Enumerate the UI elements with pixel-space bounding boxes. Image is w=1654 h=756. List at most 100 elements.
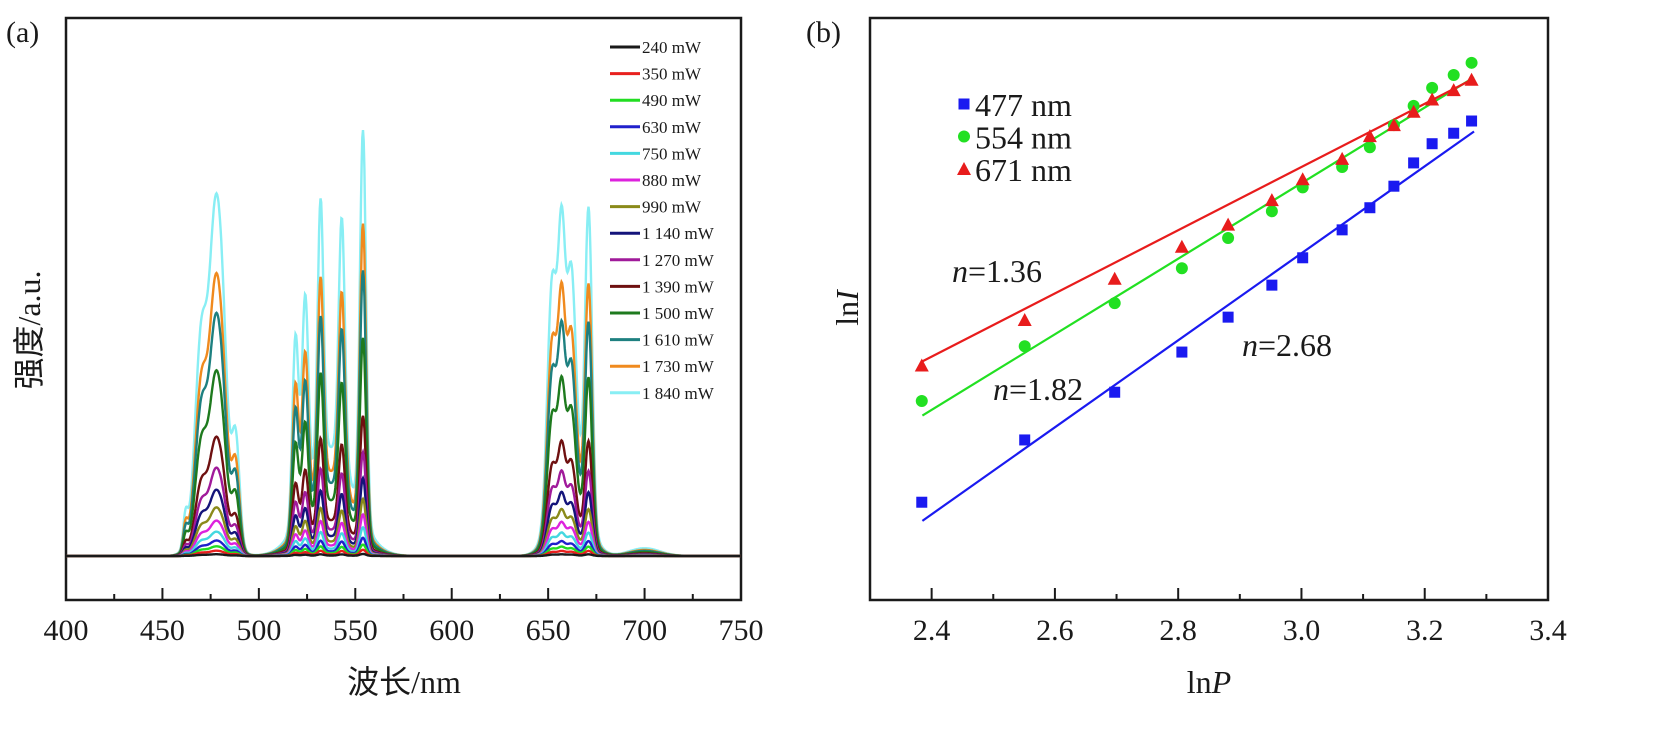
panel-a-x-tick-label: 450 bbox=[140, 614, 185, 647]
legend-item: 1 840 mW bbox=[610, 384, 715, 403]
data-point-477nm bbox=[916, 496, 928, 508]
legend-label: 1 730 mW bbox=[642, 357, 715, 376]
panel-a-label: (a) bbox=[6, 16, 39, 49]
panel-a-x-tick-label: 550 bbox=[333, 614, 378, 647]
data-point-477nm bbox=[1297, 252, 1309, 264]
panel-a-x-axis-title: 波长/nm bbox=[347, 664, 461, 700]
legend-item: 554 nm bbox=[958, 120, 1072, 156]
legend-label: 1 500 mW bbox=[642, 304, 715, 323]
data-point-554nm bbox=[915, 394, 928, 407]
data-point-477nm bbox=[1176, 346, 1188, 358]
data-point-671nm bbox=[1406, 104, 1421, 118]
legend-label: 630 mW bbox=[642, 118, 702, 137]
data-point-554nm bbox=[1465, 56, 1478, 69]
legend-label: 477 nm bbox=[975, 87, 1072, 123]
panel-b-y-axis-title: lnI bbox=[829, 289, 865, 326]
legend-item: 1 610 mW bbox=[610, 331, 715, 350]
data-point-477nm bbox=[1222, 311, 1234, 323]
panel-b-x-axis-title: lnP bbox=[1187, 664, 1231, 700]
data-point-554nm bbox=[1426, 81, 1439, 94]
panel-b-fit-lines bbox=[921, 76, 1475, 522]
legend-item: 490 mW bbox=[610, 91, 702, 110]
data-point-671nm bbox=[1335, 151, 1350, 165]
panel-b-x-tick-label: 3.0 bbox=[1283, 614, 1321, 647]
panel-b-points bbox=[914, 56, 1479, 508]
data-point-671nm bbox=[1017, 313, 1032, 327]
legend-marker bbox=[958, 98, 970, 110]
panel-a-x-tick-label: 600 bbox=[429, 614, 474, 647]
data-point-477nm bbox=[1364, 202, 1376, 214]
legend-label: 1 390 mW bbox=[642, 277, 715, 296]
data-point-477nm bbox=[1388, 180, 1400, 192]
spectrum-line-1730mW bbox=[66, 223, 741, 558]
legend-label: 1 270 mW bbox=[642, 251, 715, 270]
legend-item: 880 mW bbox=[610, 171, 702, 190]
data-point-477nm bbox=[1109, 386, 1121, 398]
panel-a-x-tick-label: 650 bbox=[526, 614, 571, 647]
fit-line-554nm bbox=[921, 76, 1475, 417]
data-point-554nm bbox=[1108, 297, 1121, 310]
legend-item: 477 nm bbox=[958, 87, 1072, 123]
data-point-671nm bbox=[1425, 92, 1440, 106]
spectrum-line-1270mW bbox=[66, 448, 741, 558]
legend-item: 630 mW bbox=[610, 118, 702, 137]
panel-b-label: (b) bbox=[806, 16, 841, 49]
data-point-671nm bbox=[914, 358, 929, 372]
legend-item: 990 mW bbox=[610, 198, 702, 217]
data-point-671nm bbox=[1174, 239, 1189, 253]
panel-a-x-tick-label: 400 bbox=[44, 614, 89, 647]
legend-label: 880 mW bbox=[642, 171, 702, 190]
data-point-477nm bbox=[1466, 115, 1478, 127]
legend-item: 750 mW bbox=[610, 144, 702, 163]
data-point-671nm bbox=[1295, 172, 1310, 186]
spectrum-line-1500mW bbox=[66, 337, 741, 558]
legend-marker bbox=[958, 130, 970, 143]
spectrum-line-990mW bbox=[66, 496, 741, 558]
legend-label: 750 mW bbox=[642, 144, 702, 163]
panel-b-x-tick-label: 2.6 bbox=[1036, 614, 1074, 647]
legend-label: 490 mW bbox=[642, 91, 702, 110]
panel-a-x-axis: 400 450 500 550 600 650 700 750 bbox=[44, 588, 764, 647]
legend-item: 240 mW bbox=[610, 38, 702, 57]
panel-b-x-tick-label: 3.2 bbox=[1406, 614, 1444, 647]
legend-label: 554 nm bbox=[975, 120, 1072, 156]
spectrum-line-1140mW bbox=[66, 475, 741, 558]
legend-label: 350 mW bbox=[642, 65, 702, 84]
data-point-477nm bbox=[1448, 127, 1460, 139]
spectrum-line-1840mW bbox=[66, 129, 741, 558]
legend-item: 1 270 mW bbox=[610, 251, 715, 270]
slope-annotation-671nm: n=1.36 bbox=[952, 253, 1042, 289]
panel-a-frame bbox=[64, 16, 743, 602]
legend-label: 1 140 mW bbox=[642, 224, 715, 243]
legend-label: 671 nm bbox=[975, 152, 1072, 188]
panel-a-x-tick-label: 750 bbox=[719, 614, 764, 647]
data-point-554nm bbox=[1447, 69, 1460, 82]
legend-label: 990 mW bbox=[642, 198, 702, 217]
panel-b-frame bbox=[868, 16, 1550, 602]
data-point-671nm bbox=[1386, 118, 1401, 132]
data-point-477nm bbox=[1336, 224, 1348, 236]
data-point-671nm bbox=[1221, 217, 1236, 231]
data-point-671nm bbox=[1107, 271, 1122, 285]
data-point-554nm bbox=[1175, 262, 1188, 275]
panel-a-legend: 240 mW 350 mW 490 mW 630 mW 750 mW 880 mW 990 … bbox=[610, 38, 715, 403]
data-point-477nm bbox=[1266, 279, 1278, 291]
panel-b-x-axis: 2.4 2.6 2.8 3.0 3.2 3.4 bbox=[913, 588, 1567, 647]
data-point-477nm bbox=[1426, 138, 1438, 150]
panel-b-x-tick-label: 3.4 bbox=[1529, 614, 1567, 647]
data-point-671nm bbox=[1446, 83, 1461, 97]
data-point-554nm bbox=[1222, 231, 1235, 244]
data-point-671nm bbox=[1464, 72, 1479, 86]
legend-item: 1 390 mW bbox=[610, 277, 715, 296]
data-point-554nm bbox=[1018, 340, 1031, 353]
legend-item: 1 500 mW bbox=[610, 304, 715, 323]
data-point-477nm bbox=[1019, 434, 1031, 446]
legend-label: 1 610 mW bbox=[642, 331, 715, 350]
panel-a-y-axis-title: 强度/a.u. bbox=[11, 270, 47, 389]
data-point-554nm bbox=[1265, 205, 1278, 218]
legend-label: 240 mW bbox=[642, 38, 702, 57]
fit-line-477nm bbox=[921, 130, 1475, 522]
data-point-554nm bbox=[1363, 141, 1376, 154]
panel-b-loglog: (b) 2.4 2.6 2.8 3.0 3.2 3.4 lnP lnI 477 nm554… bbox=[806, 16, 1567, 700]
